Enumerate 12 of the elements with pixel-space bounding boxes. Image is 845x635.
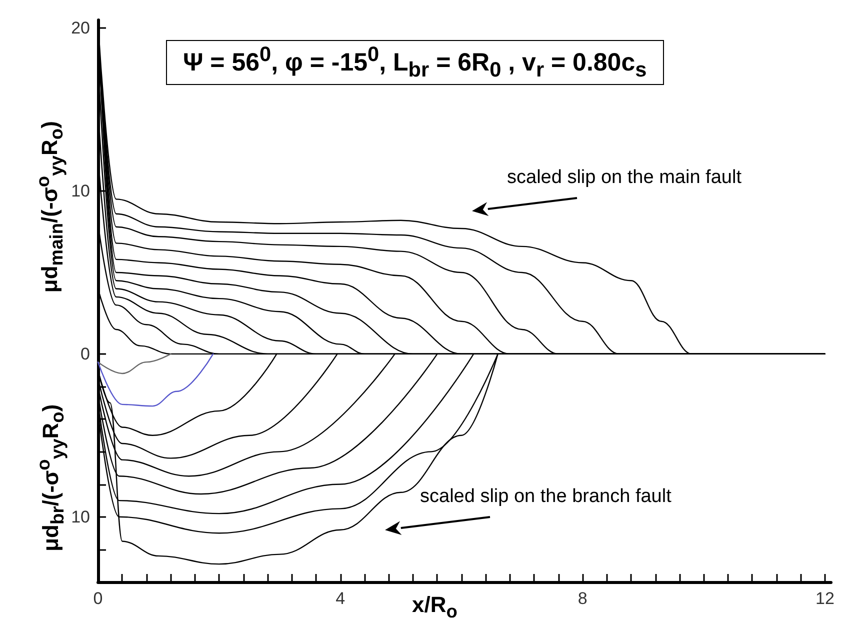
y-tick-label: 10 bbox=[71, 182, 90, 201]
chart-title: Ψ = 56$^{0}$, φ = -15$^{0}$, L$_{br}$ = 6R$_{0}$ , v$_{r}$ = 0.80c$_{s}$ bbox=[183, 43, 647, 82]
y-tick-label: 0 bbox=[80, 344, 90, 364]
x-tick-label: 0 bbox=[93, 589, 103, 608]
annotation: scaled slip on the main fault bbox=[507, 167, 742, 189]
y-tick-label: 10 bbox=[71, 507, 90, 526]
x-tick-label: 12 bbox=[815, 589, 834, 608]
annotation: scaled slip on the branch fault bbox=[420, 486, 672, 508]
x-tick-label: 4 bbox=[336, 589, 346, 608]
x-axis-title: x/R$_{o}$ bbox=[412, 592, 458, 622]
x-tick-label: 8 bbox=[578, 589, 588, 608]
y-tick-label: 20 bbox=[71, 18, 90, 38]
